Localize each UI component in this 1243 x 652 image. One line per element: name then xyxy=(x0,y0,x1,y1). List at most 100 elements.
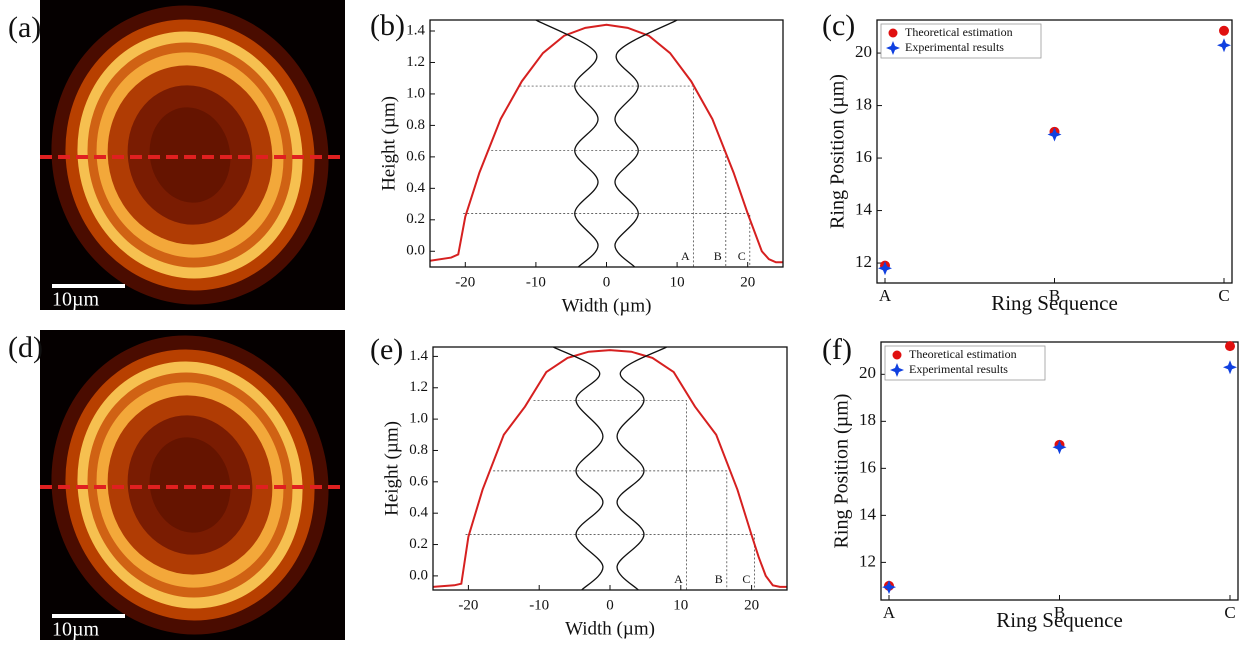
plot-frame xyxy=(432,346,788,591)
y-tick-label: 18 xyxy=(855,94,872,113)
panel: A B C (b) -20 -10 0 10 20 0.0 0.2 0.4 0.6 0.8 1.0 1.2 1.… xyxy=(370,9,784,316)
guide-label: C xyxy=(738,249,746,263)
y-tick-label: 0.8 xyxy=(406,117,425,133)
y-tick-label: 12 xyxy=(859,551,876,570)
panel: A B C (e) -20 -10 0 10 20 0.0 0.2 0.4 0.6 0.8 1.0 1.2 1.… xyxy=(370,333,788,639)
point xyxy=(1223,360,1237,375)
y-tick-label: 0.0 xyxy=(409,567,428,583)
x-tick-label: 10 xyxy=(673,597,688,613)
point xyxy=(1217,38,1231,53)
guide-line xyxy=(519,85,694,267)
line-series xyxy=(433,349,787,588)
x-tick-label: C xyxy=(1224,603,1235,622)
panel-label: (b) xyxy=(370,9,405,42)
y-tick-label: 0.6 xyxy=(406,148,425,164)
scale-label: 10µm xyxy=(52,289,100,311)
panel-label: (d) xyxy=(8,331,43,364)
point xyxy=(882,580,896,595)
panel: 10µm (d) xyxy=(8,330,345,641)
panel-label: (c) xyxy=(822,9,855,42)
x-tick-label: 0 xyxy=(606,597,614,613)
x-tick-label: 20 xyxy=(740,274,755,290)
y-tick-label: 18 xyxy=(859,410,876,429)
guide-label: B xyxy=(715,572,723,586)
plot-area xyxy=(430,20,783,267)
x-tick-label: -20 xyxy=(458,597,478,613)
x-tick-label: -10 xyxy=(529,597,549,613)
point xyxy=(1219,25,1229,36)
y-tick-label: 1.4 xyxy=(406,22,425,38)
y-tick-label: 1.2 xyxy=(409,379,428,395)
guide-label: C xyxy=(742,572,750,586)
x-tick-label: A xyxy=(879,286,892,305)
y-tick-label: 0.4 xyxy=(409,505,428,521)
legend-marker xyxy=(890,363,904,377)
scale-label: 10µm xyxy=(52,619,100,641)
panel-label: (e) xyxy=(370,333,403,366)
x-tick-label: -20 xyxy=(455,274,475,290)
x-tick-label: -10 xyxy=(526,274,546,290)
y-tick-label: 1.0 xyxy=(406,85,425,101)
point xyxy=(1047,127,1062,142)
legend-box xyxy=(884,345,1046,381)
y-axis-label: Height (µm) xyxy=(381,421,402,516)
y-axis-label: Ring Position (µm) xyxy=(827,74,849,229)
panel: 10µm (a) xyxy=(8,0,345,311)
point xyxy=(1225,341,1235,352)
panel: (f) 12 14 16 18 20 A B C Theoretical estimationEx… xyxy=(822,333,1239,632)
legend-marker xyxy=(886,41,900,55)
y-tick-label: 14 xyxy=(855,199,873,218)
point xyxy=(1052,440,1067,455)
y-tick-label: 1.0 xyxy=(409,411,428,427)
x-tick-label: B xyxy=(1054,603,1065,622)
line-series xyxy=(616,347,667,590)
y-tick-label: 16 xyxy=(859,457,876,476)
line-series xyxy=(553,347,604,590)
y-axis-label: Height (µm) xyxy=(378,96,399,191)
legend-label: Experimental results xyxy=(909,362,1008,376)
panel-label: (a) xyxy=(8,11,41,44)
plot-area xyxy=(433,347,787,590)
x-tick-label: 10 xyxy=(670,274,685,290)
guide-label: B xyxy=(714,249,722,263)
line-series xyxy=(430,23,783,264)
panel-label: (f) xyxy=(822,333,852,366)
legend-marker xyxy=(892,350,902,360)
x-axis-label: Ring Sequence xyxy=(996,608,1123,632)
x-axis-label: Width (µm) xyxy=(562,295,652,316)
legend-label: Experimental results xyxy=(905,40,1004,54)
y-tick-label: 1.4 xyxy=(409,348,428,364)
y-tick-label: 0.2 xyxy=(409,536,428,552)
guide-line xyxy=(533,399,687,590)
legend-label: Theoretical estimation xyxy=(905,25,1013,39)
plot-frame xyxy=(429,19,784,268)
x-axis-label: Width (µm) xyxy=(565,618,655,639)
y-tick-label: 20 xyxy=(859,363,876,382)
y-tick-label: 0.0 xyxy=(406,243,425,259)
guide-line xyxy=(493,470,728,590)
x-tick-label: C xyxy=(1218,286,1229,305)
y-tick-label: 12 xyxy=(855,252,872,271)
y-tick-label: 0.8 xyxy=(409,442,428,458)
guide-line xyxy=(487,150,727,267)
legend-label: Theoretical estimation xyxy=(909,347,1017,361)
point xyxy=(878,261,892,276)
guide-label: A xyxy=(674,572,683,586)
y-tick-label: 0.6 xyxy=(409,473,428,489)
x-axis-label: Ring Sequence xyxy=(991,291,1118,315)
y-tick-label: 16 xyxy=(855,147,872,166)
x-tick-label: B xyxy=(1049,286,1060,305)
y-tick-label: 14 xyxy=(859,504,877,523)
legend-marker xyxy=(888,28,898,38)
y-tick-label: 20 xyxy=(855,42,872,61)
panel: (c) 12 14 16 18 20 A B C Theoretical estimationEx… xyxy=(822,9,1233,315)
guide-line xyxy=(463,213,751,267)
y-axis-label: Ring Position (µm) xyxy=(831,394,853,549)
guide-label: A xyxy=(681,249,690,263)
line-series xyxy=(535,20,599,267)
plot-frame xyxy=(876,19,1233,284)
line-series xyxy=(614,20,678,267)
legend-box xyxy=(880,23,1042,59)
y-tick-label: 0.4 xyxy=(406,180,425,196)
